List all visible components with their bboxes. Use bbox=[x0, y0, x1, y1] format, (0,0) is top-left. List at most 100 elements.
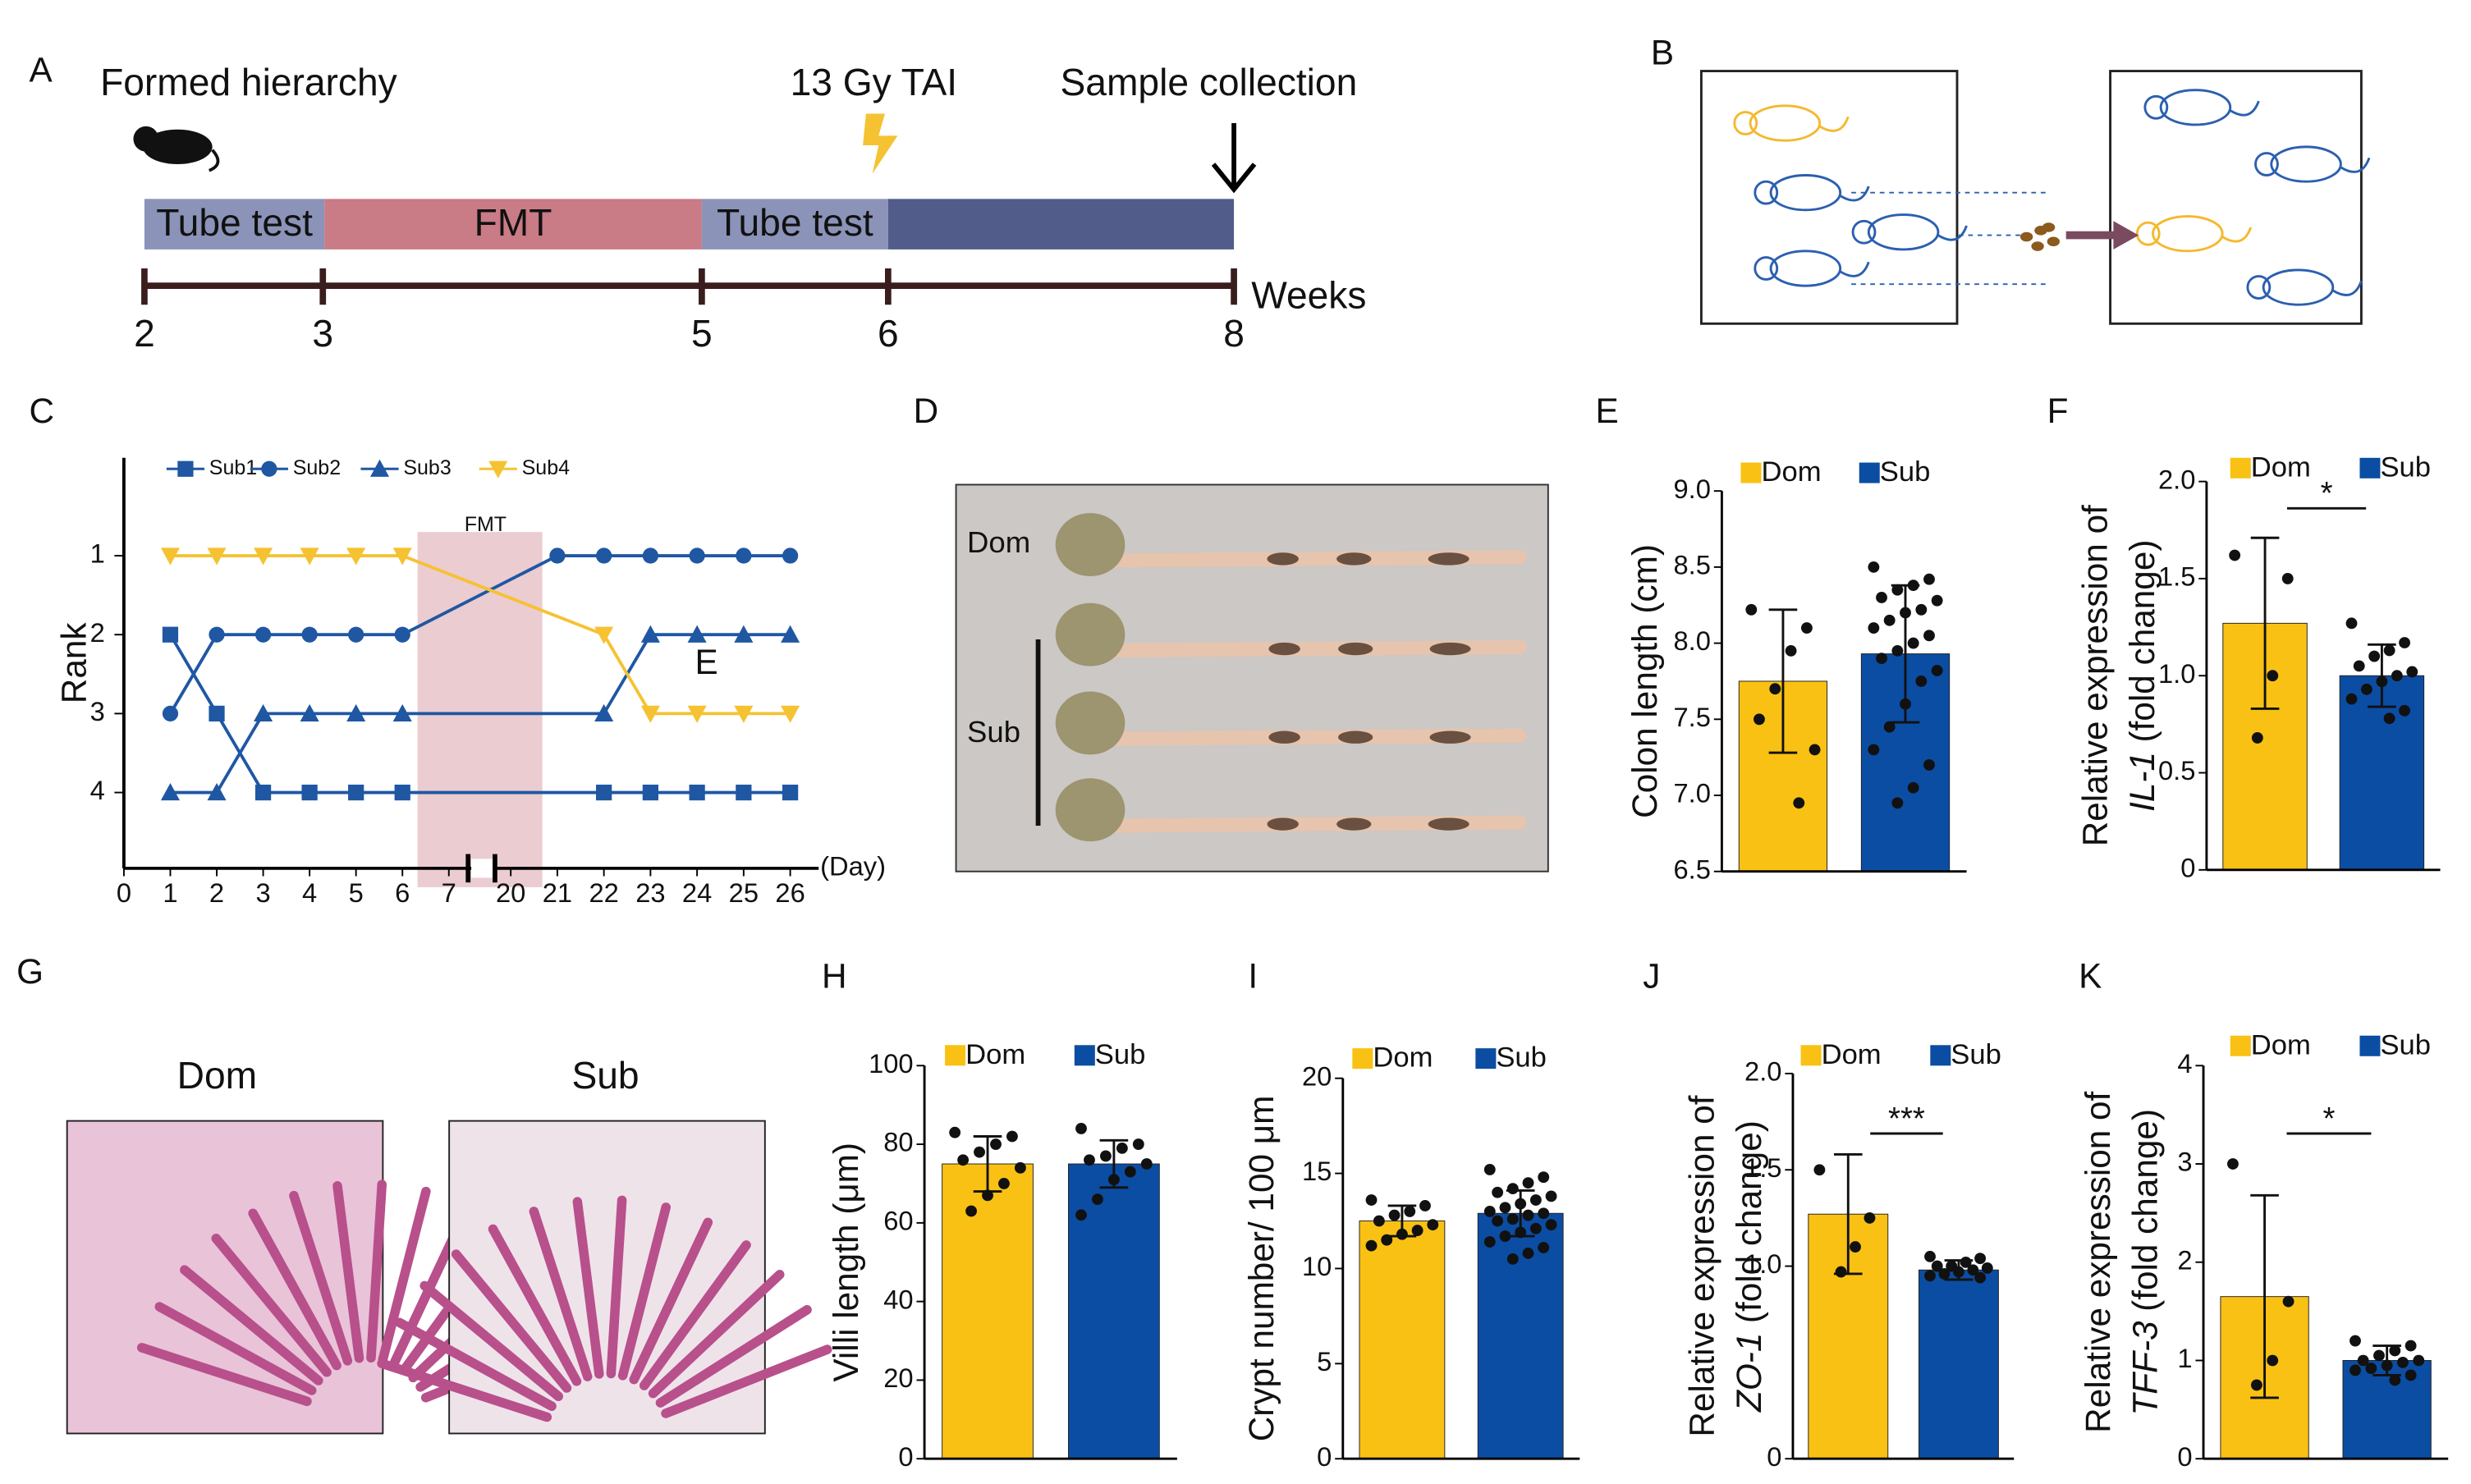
y-axis-label: Rank bbox=[54, 622, 93, 704]
villus bbox=[639, 1240, 751, 1390]
data-point bbox=[1522, 1247, 1534, 1259]
data-point bbox=[1960, 1256, 1972, 1268]
data-point bbox=[2357, 1354, 2369, 1367]
data-point bbox=[1483, 1164, 1496, 1175]
data-point bbox=[1915, 603, 1928, 616]
data-point bbox=[1907, 579, 1919, 592]
data-point bbox=[782, 784, 799, 801]
y-tick-label: 4 bbox=[90, 775, 105, 805]
data-point bbox=[1800, 622, 1813, 634]
data-point bbox=[1864, 1211, 1876, 1224]
data-point bbox=[1365, 1194, 1378, 1206]
timeline-tick-label: 2 bbox=[134, 312, 155, 355]
legend-swatch bbox=[2230, 457, 2251, 479]
data-point bbox=[1506, 1183, 1519, 1195]
data-point bbox=[2345, 617, 2358, 630]
data-point bbox=[1538, 1207, 1550, 1220]
data-point bbox=[1915, 676, 1928, 687]
data-point bbox=[549, 547, 566, 564]
timeline-segment bbox=[701, 199, 888, 250]
y-tick-label: 20 bbox=[1302, 1060, 1332, 1091]
y-tick-label: 1.0 bbox=[1744, 1248, 1781, 1279]
data-point bbox=[1483, 1206, 1496, 1217]
data-point bbox=[1868, 622, 1880, 634]
data-point bbox=[1522, 1177, 1534, 1189]
mouse bbox=[2270, 145, 2342, 183]
data-point bbox=[1923, 630, 1935, 642]
data-point bbox=[2353, 660, 2365, 672]
data-point bbox=[640, 705, 660, 723]
data-point bbox=[160, 783, 181, 801]
gene-name: ZO-1 bbox=[1730, 1333, 1768, 1413]
timeline-segment bbox=[144, 199, 325, 250]
bar bbox=[942, 1163, 1034, 1459]
villus bbox=[655, 1304, 812, 1408]
x-tick-label: 23 bbox=[635, 877, 665, 908]
data-point bbox=[2345, 693, 2358, 705]
data-point bbox=[1538, 1171, 1550, 1184]
mouse bbox=[2159, 89, 2232, 126]
data-point bbox=[2361, 683, 2372, 695]
data-point bbox=[254, 703, 273, 721]
data-point bbox=[348, 626, 364, 643]
data-point bbox=[394, 784, 410, 801]
legend-label: Dom bbox=[1373, 1042, 1433, 1074]
legend-swatch bbox=[1740, 462, 1762, 483]
bar bbox=[1918, 1269, 1999, 1459]
panel-label: H bbox=[822, 957, 847, 996]
mouse bbox=[2262, 268, 2335, 306]
data-point bbox=[1506, 1213, 1519, 1225]
legend-swatch bbox=[1074, 1045, 1095, 1066]
data-point bbox=[2229, 549, 2241, 561]
x-tick-label: 22 bbox=[589, 877, 618, 908]
y-tick-label: 8.5 bbox=[1673, 550, 1710, 580]
y-tick-label: 4 bbox=[2177, 1048, 2192, 1079]
data-point bbox=[1075, 1123, 1087, 1134]
data-point bbox=[1075, 1209, 1087, 1221]
timeline-segment bbox=[887, 199, 1235, 250]
x-tick-label: 25 bbox=[729, 877, 759, 908]
legend-swatch bbox=[1352, 1048, 1373, 1069]
data-point bbox=[2373, 1349, 2385, 1362]
mouse bbox=[1867, 213, 1940, 251]
y-axis-label: TFF-3 (fold change) bbox=[2126, 1109, 2165, 1416]
legend-swatch bbox=[1930, 1045, 1951, 1066]
data-point bbox=[2281, 573, 2294, 584]
x-tick-label: 4 bbox=[302, 877, 317, 908]
legend-marker bbox=[261, 460, 277, 477]
pellet bbox=[1429, 642, 1471, 656]
arrow-head bbox=[1211, 163, 1257, 194]
pellet bbox=[1428, 552, 1469, 566]
data-point bbox=[2365, 1363, 2377, 1374]
pellet bbox=[1428, 818, 1469, 831]
feces bbox=[2019, 231, 2033, 242]
data-point bbox=[2381, 1359, 2393, 1372]
data-point bbox=[1529, 1222, 1542, 1234]
data-point bbox=[642, 547, 658, 564]
villus bbox=[211, 1233, 332, 1377]
gene-name: TFF-3 bbox=[2126, 1321, 2165, 1416]
legend-swatch bbox=[945, 1045, 966, 1066]
y-tick-label: 2 bbox=[90, 617, 105, 648]
data-point bbox=[1907, 781, 1919, 794]
data-point bbox=[1388, 1209, 1401, 1221]
data-point bbox=[2399, 637, 2410, 648]
data-point bbox=[1499, 1230, 1511, 1242]
data-point bbox=[781, 625, 800, 643]
villus bbox=[661, 1344, 832, 1418]
mouse-head bbox=[1754, 180, 1779, 205]
villus bbox=[154, 1302, 317, 1395]
data-point bbox=[1835, 1266, 1847, 1278]
villus bbox=[648, 1270, 785, 1399]
x-tick-label: 21 bbox=[543, 877, 572, 908]
data-point bbox=[300, 703, 319, 721]
y-tick-label: 0 bbox=[898, 1441, 913, 1472]
villus bbox=[378, 1186, 431, 1365]
mouse-tail bbox=[2332, 280, 2363, 296]
panel-label: I bbox=[1248, 957, 1258, 996]
panel-label: E bbox=[1596, 392, 1619, 430]
data-point bbox=[640, 625, 660, 643]
y-tick-label: 10 bbox=[1302, 1251, 1332, 1281]
x-tick-label: 26 bbox=[775, 877, 805, 908]
